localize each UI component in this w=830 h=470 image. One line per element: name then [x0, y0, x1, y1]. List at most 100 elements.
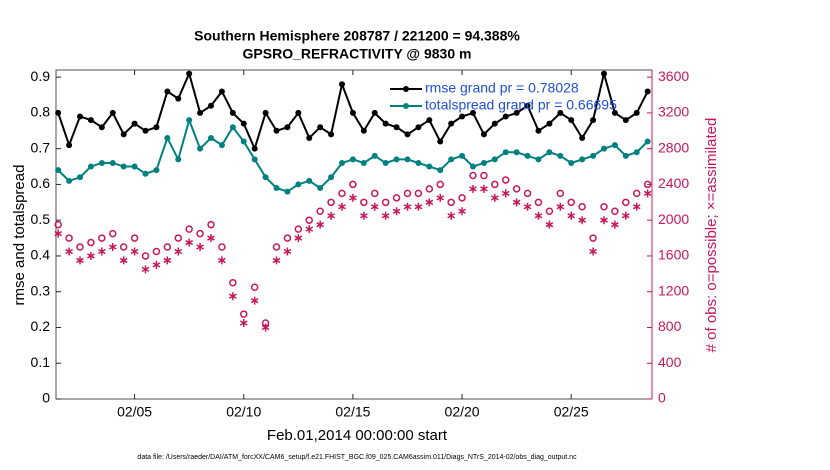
point: [382, 120, 389, 127]
point: [338, 159, 345, 166]
x-tick-label: 02/20: [445, 404, 480, 420]
point: [317, 185, 324, 192]
plot-area: [55, 69, 653, 400]
point: [448, 156, 455, 163]
possible-marker: [316, 207, 324, 216]
assimilated-marker: [381, 211, 390, 220]
possible-marker: [381, 198, 390, 207]
possible-marker: [556, 189, 565, 198]
point: [328, 131, 335, 138]
point: [197, 109, 204, 116]
possible-marker: [392, 194, 401, 202]
assimilated-marker: [349, 193, 357, 202]
assimilated-marker: [76, 256, 84, 265]
assimilated-marker: [545, 220, 554, 229]
point: [186, 70, 193, 77]
assimilated-marker: [87, 251, 95, 260]
possible-marker: [327, 198, 335, 207]
y-tick-label: 0: [42, 390, 50, 406]
point: [513, 109, 520, 116]
point: [262, 174, 269, 181]
possible-marker: [185, 225, 193, 233]
assimilated-marker: [174, 247, 183, 256]
y2-tick-label: 400: [658, 354, 682, 370]
point: [77, 174, 84, 181]
point: [317, 124, 324, 131]
point: [87, 163, 94, 170]
assimilated-marker: [469, 184, 477, 193]
point: [600, 145, 607, 152]
possible-marker: [196, 229, 204, 238]
point: [426, 117, 433, 124]
possible-marker: [589, 234, 597, 242]
point: [480, 159, 487, 166]
possible-marker: [545, 207, 554, 216]
y-tick-label: 0.6: [31, 175, 51, 191]
x-tick-label: 02/10: [226, 404, 261, 420]
point: [229, 109, 236, 116]
y2-tick-label: 1600: [658, 247, 689, 263]
point: [295, 109, 302, 116]
x-tick-label: 02/05: [117, 404, 152, 420]
point: [240, 138, 247, 145]
assimilated-marker: [207, 234, 215, 243]
point: [360, 127, 367, 134]
possible-marker: [272, 243, 281, 251]
assimilated-marker: [152, 260, 161, 269]
possible-marker: [469, 171, 477, 180]
possible-marker: [119, 243, 128, 251]
assimilated-marker: [621, 211, 630, 220]
point: [415, 124, 422, 131]
possible-marker: [501, 176, 510, 184]
possible-marker: [294, 225, 303, 233]
assimilated-marker: [632, 202, 641, 211]
assimilated-marker: [556, 202, 565, 211]
possible-marker: [491, 180, 499, 189]
possible-marker: [65, 234, 73, 242]
assimilated-marker: [425, 198, 434, 207]
possible-marker: [370, 189, 379, 198]
point: [644, 138, 651, 145]
assimilated-marker: [338, 202, 346, 211]
footnote: data file: /Users/raeder/DAI/ATM_forcXX/…: [137, 454, 577, 461]
point: [109, 159, 116, 166]
point: [98, 159, 105, 166]
point: [131, 120, 138, 127]
y2-tick-label: 1200: [658, 282, 689, 298]
point: [393, 156, 400, 163]
possible-marker: [152, 247, 161, 256]
point: [524, 102, 531, 109]
possible-marker: [283, 234, 292, 242]
point: [262, 109, 269, 116]
assimilated-marker: [163, 256, 172, 265]
possible-marker: [622, 198, 630, 207]
assimilated-marker: [611, 220, 619, 229]
point: [306, 134, 313, 141]
point: [77, 113, 84, 120]
point: [382, 159, 389, 166]
point: [557, 109, 564, 116]
possible-marker: [403, 189, 412, 198]
assimilated-marker: [392, 207, 401, 216]
point: [633, 109, 640, 116]
point: [568, 117, 575, 124]
point: [535, 127, 542, 134]
point: [349, 156, 356, 163]
assimilated-marker: [567, 211, 576, 220]
point: [513, 149, 520, 156]
y-axis-label: rmse and totalspread: [11, 165, 28, 306]
y2-tick-label: 800: [658, 318, 682, 334]
possible-marker: [534, 198, 543, 207]
legend-marker: [403, 86, 409, 92]
point: [437, 167, 444, 174]
assimilated-marker: [239, 319, 248, 328]
possible-marker: [436, 180, 444, 189]
possible-marker: [240, 310, 248, 318]
point: [284, 124, 291, 131]
chart-title: Southern Hemisphere 208787 / 221200 = 94…: [194, 28, 520, 44]
point: [328, 174, 335, 181]
x-tick-label: 02/15: [335, 404, 370, 420]
point: [153, 167, 160, 174]
x-axis-label: Feb.01,2014 00:00:00 start: [267, 427, 448, 444]
point: [557, 152, 564, 159]
